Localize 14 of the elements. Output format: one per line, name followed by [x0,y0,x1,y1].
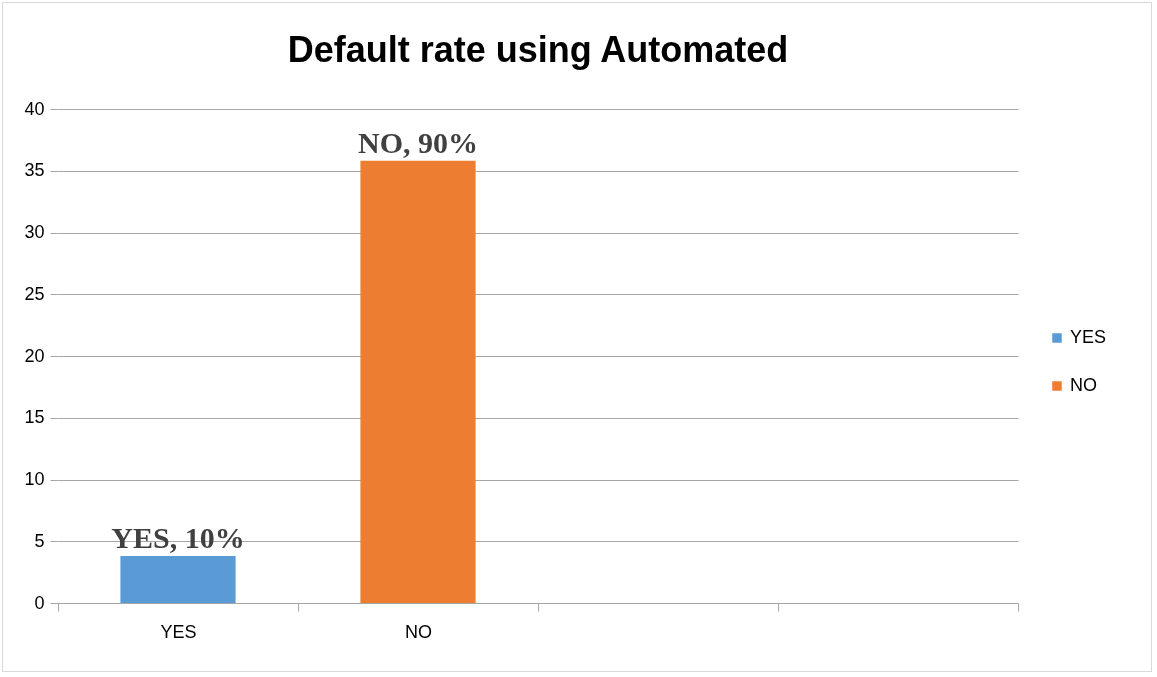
legend-label: NO [1070,375,1097,395]
annotation: YES, 10% [111,521,245,555]
legend-label: YES [1070,327,1107,347]
y-tick-label: 20 [24,345,45,366]
annotation: NO, 90% [358,125,478,159]
y-tick-label: 15 [24,407,45,428]
y-tick-label: 30 [24,222,45,242]
y-tick-label: 5 [34,530,45,551]
y-tick-label: 25 [24,283,45,304]
y-tick-label: 35 [24,160,45,181]
y-tick-label: 40 [24,98,45,119]
y-tick-label: 10 [24,469,45,489]
chart-title: Default rate using Automated [287,29,789,70]
y-tick-label: 0 [34,592,45,613]
